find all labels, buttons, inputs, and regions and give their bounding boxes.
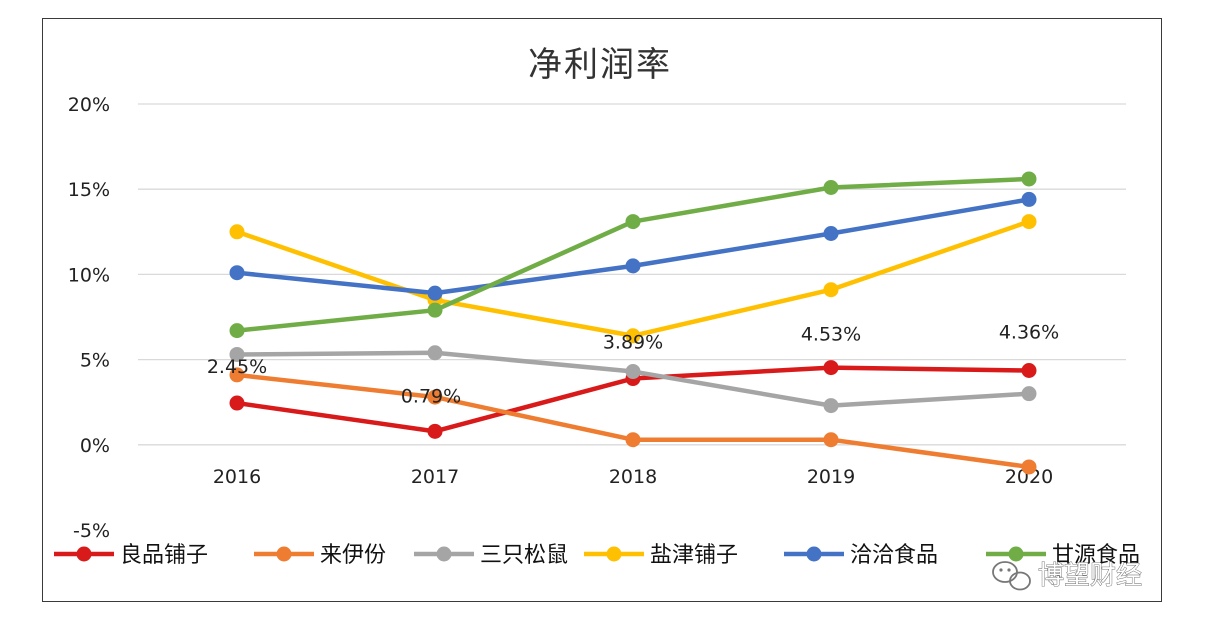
- series-line: [229, 191, 1037, 301]
- legend-marker: [436, 546, 452, 562]
- data-point: [823, 282, 839, 298]
- series-line: [229, 367, 1037, 475]
- legend-item[interactable]: 盐津铺子: [584, 543, 738, 568]
- series-layer: [229, 171, 1037, 475]
- data-point: [823, 179, 839, 195]
- x-tick-label: 2019: [807, 466, 855, 488]
- legend[interactable]: 良品铺子 来伊份 三只松鼠 盐津铺子 洽洽食品 甘源食品: [54, 543, 1140, 568]
- data-label: 3.89%: [603, 332, 663, 354]
- data-labels: 2.45% 0.79% 3.89% 4.53% 4.36%: [207, 322, 1059, 408]
- legend-label: 洽洽食品: [850, 543, 938, 568]
- data-point: [1021, 459, 1037, 475]
- data-point: [1021, 171, 1037, 187]
- data-point: [229, 367, 245, 383]
- data-point: [625, 214, 641, 230]
- data-point: [1021, 363, 1037, 379]
- watermark-text: 博望财经: [1038, 561, 1142, 591]
- data-point: [427, 285, 443, 301]
- legend-label: 甘源食品: [1052, 543, 1140, 568]
- series-line: [229, 171, 1037, 339]
- y-axis: 20% 15% 10% 5% 0% -5%: [68, 94, 110, 542]
- legend-item[interactable]: 良品铺子: [54, 543, 208, 568]
- chart-frame: [42, 18, 1162, 602]
- data-point: [823, 398, 839, 414]
- series-line: [229, 345, 1037, 414]
- legend-item[interactable]: 洽洽食品: [784, 543, 938, 568]
- data-point: [427, 423, 443, 439]
- legend-label: 来伊份: [320, 543, 386, 568]
- data-point: [823, 432, 839, 448]
- legend-label: 三只松鼠: [480, 543, 568, 568]
- watermark: 博望财经: [992, 561, 1142, 591]
- data-point: [1021, 191, 1037, 207]
- data-point: [427, 345, 443, 361]
- legend-label: 良品铺子: [120, 543, 208, 568]
- series-path: [236, 197, 1030, 296]
- data-point: [229, 395, 245, 411]
- series-path: [236, 176, 1030, 333]
- data-point: [229, 323, 245, 339]
- data-point: [1021, 214, 1037, 230]
- y-tick-label: 5%: [80, 350, 110, 372]
- data-point: [229, 346, 245, 362]
- data-point: [823, 360, 839, 376]
- legend-label: 盐津铺子: [650, 543, 738, 568]
- data-point: [427, 302, 443, 318]
- data-label: 2.45%: [207, 356, 267, 378]
- x-tick-label: 2018: [609, 466, 657, 488]
- y-tick-label: 15%: [68, 179, 110, 201]
- legend-marker: [76, 546, 92, 562]
- data-point: [823, 226, 839, 242]
- series-line: [229, 214, 1037, 344]
- data-point: [229, 224, 245, 240]
- chart-title: 净利润率: [528, 45, 672, 85]
- data-label: 4.53%: [801, 324, 861, 346]
- legend-item[interactable]: 三只松鼠: [414, 543, 568, 568]
- y-tick-label: 20%: [68, 94, 110, 116]
- x-axis: 2016 2017 2018 2019 2020: [213, 466, 1053, 488]
- data-label: 0.79%: [401, 385, 461, 407]
- legend-marker: [606, 546, 622, 562]
- data-point: [229, 265, 245, 281]
- legend-item[interactable]: 来伊份: [254, 543, 386, 568]
- data-point: [625, 328, 641, 344]
- data-point: [625, 258, 641, 274]
- legend-marker: [276, 546, 292, 562]
- y-tick-label: -5%: [73, 520, 110, 542]
- legend-marker: [1008, 546, 1024, 562]
- data-point: [625, 364, 641, 380]
- y-tick-label: 10%: [68, 264, 110, 286]
- x-tick-label: 2016: [213, 466, 261, 488]
- data-point: [625, 432, 641, 448]
- wechat-icon: [992, 561, 1031, 591]
- data-label: 4.36%: [999, 322, 1059, 344]
- grid-layer: [138, 103, 1126, 446]
- data-point: [1021, 386, 1037, 402]
- x-tick-label: 2017: [411, 466, 459, 488]
- data-point: [427, 389, 443, 405]
- legend-marker: [806, 546, 822, 562]
- x-tick-label: 2020: [1005, 466, 1053, 488]
- y-tick-label: 0%: [80, 435, 110, 457]
- legend-item[interactable]: 甘源食品: [986, 543, 1140, 568]
